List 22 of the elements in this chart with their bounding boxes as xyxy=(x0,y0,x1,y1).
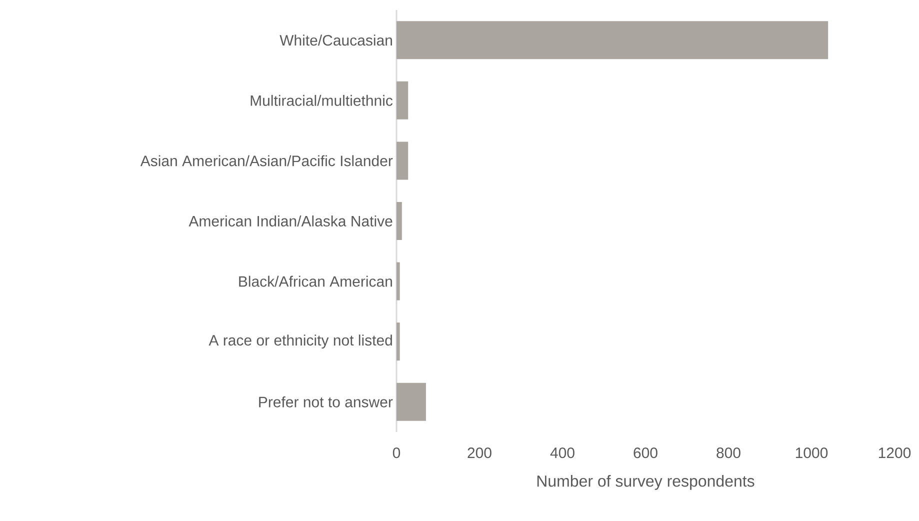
x-tick-label: 1000 xyxy=(796,448,828,458)
y-tick-label: White/Caucasian xyxy=(280,34,392,46)
y-tick-label: Asian American/Asian/Pacific Islander xyxy=(140,155,393,166)
bar xyxy=(396,21,828,60)
bar xyxy=(396,202,402,240)
y-tick-label: A race or ethnicity not listed xyxy=(208,334,392,349)
bar xyxy=(396,142,408,180)
y-tick-label: Black/African American xyxy=(239,276,392,287)
x-axis-title: Number of survey respondents xyxy=(537,475,754,490)
bar xyxy=(396,382,426,421)
x-tick-label: 800 xyxy=(716,448,740,458)
y-tick-label: Multiracial/multiethnic xyxy=(250,94,393,106)
x-tick-label: 400 xyxy=(550,448,574,458)
bar xyxy=(396,322,400,361)
bar xyxy=(396,262,400,300)
x-tick-label: 600 xyxy=(634,448,658,458)
x-tick-label: 1200 xyxy=(878,448,911,458)
x-tick-label: 0 xyxy=(392,448,400,458)
y-tick-label: American Indian/Alaska Native xyxy=(188,215,392,226)
y-tick-label: Prefer not to answer xyxy=(259,396,393,408)
x-tick-label: 200 xyxy=(468,448,492,458)
bar xyxy=(396,81,408,120)
